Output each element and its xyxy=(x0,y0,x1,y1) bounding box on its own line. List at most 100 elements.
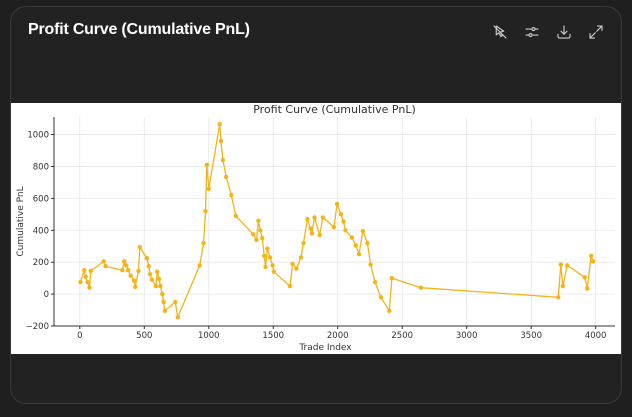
data-point xyxy=(565,263,570,268)
data-point xyxy=(298,255,304,260)
settings-button[interactable] xyxy=(521,21,543,43)
data-point xyxy=(353,243,358,248)
pointer-off-icon xyxy=(493,25,507,39)
data-point xyxy=(125,267,131,273)
data-point xyxy=(267,255,273,260)
chart-plot-area[interactable]: Profit Curve (Cumulative PnL) 0 500 1000 150… xyxy=(11,103,621,354)
data-point xyxy=(153,283,159,289)
x-tick-label: 2500 xyxy=(391,331,413,341)
data-point xyxy=(320,215,326,220)
disable-interaction-button[interactable] xyxy=(489,21,511,43)
data-point xyxy=(260,236,265,241)
data-point xyxy=(262,253,267,259)
data-point xyxy=(229,192,234,198)
chart-card: Profit Curve (Cumulative PnL) xyxy=(10,6,622,404)
data-point xyxy=(137,244,142,250)
y-axis-label: Cumulative PnL xyxy=(16,186,26,256)
data-point xyxy=(294,266,299,271)
expand-button[interactable] xyxy=(585,21,607,43)
data-point xyxy=(149,277,155,282)
data-point xyxy=(265,246,270,251)
data-point xyxy=(305,216,310,222)
pnl-markers xyxy=(78,121,596,320)
data-point xyxy=(387,308,392,314)
data-point xyxy=(368,262,373,267)
data-point xyxy=(158,283,163,289)
data-point xyxy=(88,268,93,274)
x-tick-label: 1500 xyxy=(262,331,284,341)
x-tick-label: 4000 xyxy=(585,331,607,341)
download-button[interactable] xyxy=(553,21,575,43)
data-point xyxy=(120,267,125,273)
data-point xyxy=(136,268,141,274)
data-point xyxy=(287,283,293,289)
data-point xyxy=(144,255,150,261)
data-point xyxy=(160,291,165,297)
data-point xyxy=(312,215,317,220)
expand-icon xyxy=(589,25,603,39)
data-point xyxy=(290,261,295,266)
data-point xyxy=(217,121,222,127)
data-point xyxy=(173,299,178,305)
data-point xyxy=(82,267,87,273)
data-point xyxy=(343,228,348,233)
data-point xyxy=(131,278,137,283)
sliders-icon xyxy=(525,26,539,38)
data-point xyxy=(147,271,153,277)
data-point xyxy=(338,212,344,217)
y-tick-label: 600 xyxy=(33,194,49,204)
data-point xyxy=(85,279,90,285)
data-point xyxy=(204,162,210,168)
data-point xyxy=(78,279,83,285)
data-point xyxy=(372,279,378,285)
card-title: Profit Curve (Cumulative PnL) xyxy=(28,21,250,38)
data-point xyxy=(356,252,362,257)
data-point xyxy=(271,269,277,274)
data-point xyxy=(124,263,129,268)
data-point xyxy=(87,285,92,290)
data-point xyxy=(175,315,181,320)
data-point xyxy=(254,237,259,243)
profit-curve-chart: Profit Curve (Cumulative PnL) 0 500 1000 150… xyxy=(16,103,615,353)
data-point xyxy=(349,235,355,240)
chart-title: Profit Curve (Cumulative PnL) xyxy=(253,103,416,116)
data-point xyxy=(223,174,229,180)
data-point xyxy=(128,273,133,278)
data-point xyxy=(590,259,596,264)
data-point xyxy=(263,264,268,270)
y-tick-label: 400 xyxy=(33,226,49,236)
data-point xyxy=(162,308,168,314)
data-point xyxy=(256,218,261,223)
x-tick-label: 0 xyxy=(77,331,82,341)
data-point xyxy=(154,269,160,274)
data-point xyxy=(365,240,370,246)
data-point xyxy=(558,262,564,267)
data-point xyxy=(582,275,587,280)
data-point xyxy=(201,240,206,246)
data-point xyxy=(203,208,208,214)
data-point xyxy=(585,286,590,291)
data-point xyxy=(197,263,202,268)
x-tick-label: 500 xyxy=(136,331,152,341)
x-tick-label: 3500 xyxy=(520,331,542,341)
y-tick-label: 0 xyxy=(44,290,49,300)
data-point xyxy=(317,232,322,238)
data-point xyxy=(341,219,346,224)
data-point xyxy=(133,284,138,290)
data-point xyxy=(331,224,337,230)
data-point xyxy=(556,295,561,300)
data-point xyxy=(122,259,127,264)
data-point xyxy=(220,157,226,163)
chart-toolbar xyxy=(489,21,607,43)
data-point xyxy=(251,232,256,237)
data-point xyxy=(301,240,306,246)
data-point xyxy=(103,263,108,269)
data-point xyxy=(83,274,88,279)
data-point xyxy=(378,295,384,300)
data-point xyxy=(258,228,263,233)
x-tick-label: 3000 xyxy=(456,331,478,341)
pnl-line xyxy=(79,123,594,318)
y-tick-label: −200 xyxy=(26,322,49,332)
y-tick-label: 200 xyxy=(33,258,49,268)
data-point xyxy=(360,228,366,234)
